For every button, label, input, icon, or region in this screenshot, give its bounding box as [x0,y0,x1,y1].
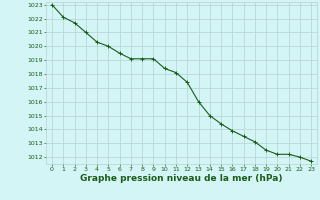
X-axis label: Graphe pression niveau de la mer (hPa): Graphe pression niveau de la mer (hPa) [80,174,283,183]
